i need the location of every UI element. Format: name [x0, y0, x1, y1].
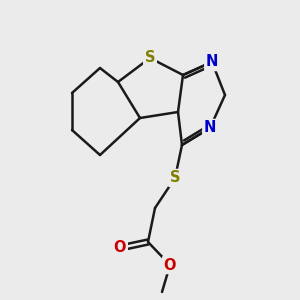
Text: O: O [164, 257, 176, 272]
Text: S: S [145, 50, 155, 65]
Text: S: S [170, 170, 180, 185]
Text: N: N [206, 55, 218, 70]
Text: N: N [204, 121, 216, 136]
Text: O: O [114, 241, 126, 256]
